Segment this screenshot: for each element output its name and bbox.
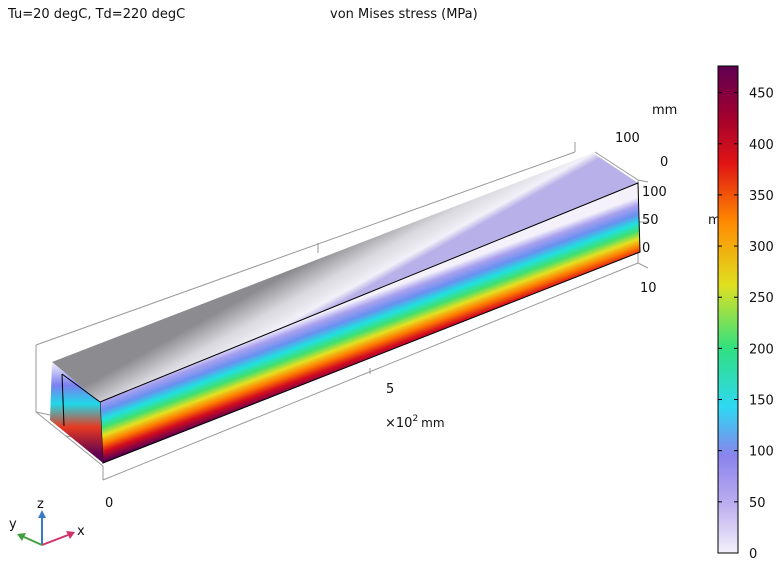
y-unit: mm: [652, 103, 677, 118]
plot-title: von Mises stress (MPa): [330, 7, 478, 22]
colorbar-tick-label: 0: [749, 547, 757, 562]
triad-y: y: [9, 517, 17, 532]
y-tick-label: 100: [615, 131, 640, 146]
x-tick-label: 0: [105, 496, 113, 511]
colorbar-tick-label: 450: [749, 87, 774, 102]
x-scale-exponent: 2: [412, 414, 418, 424]
x-scale-base: ×10: [385, 416, 412, 431]
x-tick-label: 5: [386, 382, 394, 397]
triad-x: x: [77, 524, 85, 539]
colorbar-tick-label: 200: [749, 342, 774, 357]
z-tick-label: 100: [642, 185, 667, 200]
z-tick-label: 0: [642, 241, 650, 256]
colorbar-tick-label: 350: [749, 189, 774, 204]
colorbar: [717, 65, 739, 554]
beam: [50, 153, 641, 464]
y-tick-label: 0: [660, 155, 668, 170]
colorbar-tick-label: 250: [749, 291, 774, 306]
x-tick-label: 10: [640, 281, 657, 296]
x-scale-unit: mm: [421, 416, 444, 430]
axis-triad: z y x: [9, 497, 85, 546]
axis-box: [35, 142, 649, 481]
x-scale-label: ×102 mm: [385, 414, 445, 431]
triad-z: z: [37, 497, 44, 512]
colorbar-tick-label: 100: [749, 445, 774, 460]
z-tick-label: 50: [642, 213, 659, 228]
colorbar-tick-label: 150: [749, 394, 774, 409]
left-title: Tu=20 degC, Td=220 degC: [7, 7, 185, 22]
colorbar-tick-label: 400: [749, 138, 774, 153]
colorbar-tick-label: 50: [749, 496, 766, 511]
colorbar-tick-label: 300: [749, 240, 774, 255]
